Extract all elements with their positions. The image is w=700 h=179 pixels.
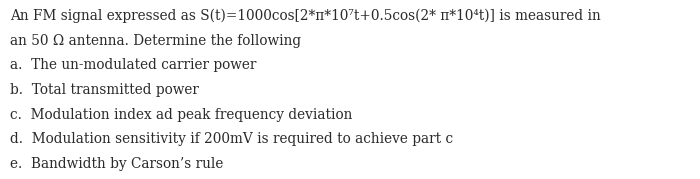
Text: An FM signal expressed as S(t)=1000cos[2*π*10⁷t+0.5cos(2* π*10⁴t)] is measured i: An FM signal expressed as S(t)=1000cos[2… xyxy=(10,9,601,23)
Text: d.  Modulation sensitivity if 200mV is required to achieve part c: d. Modulation sensitivity if 200mV is re… xyxy=(10,132,454,146)
Text: c.  Modulation index ad peak frequency deviation: c. Modulation index ad peak frequency de… xyxy=(10,108,353,122)
Text: a.  The un-modulated carrier power: a. The un-modulated carrier power xyxy=(10,58,257,72)
Text: e.  Bandwidth by Carson’s rule: e. Bandwidth by Carson’s rule xyxy=(10,157,224,171)
Text: an 50 Ω antenna. Determine the following: an 50 Ω antenna. Determine the following xyxy=(10,34,302,48)
Text: b.  Total transmitted power: b. Total transmitted power xyxy=(10,83,199,97)
